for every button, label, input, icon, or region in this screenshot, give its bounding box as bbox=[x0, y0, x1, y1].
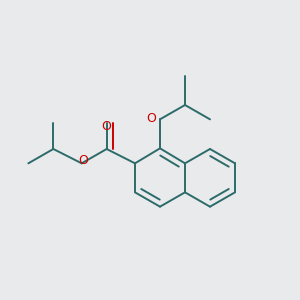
Text: O: O bbox=[102, 119, 112, 133]
Text: O: O bbox=[147, 112, 157, 125]
Text: O: O bbox=[78, 154, 88, 167]
